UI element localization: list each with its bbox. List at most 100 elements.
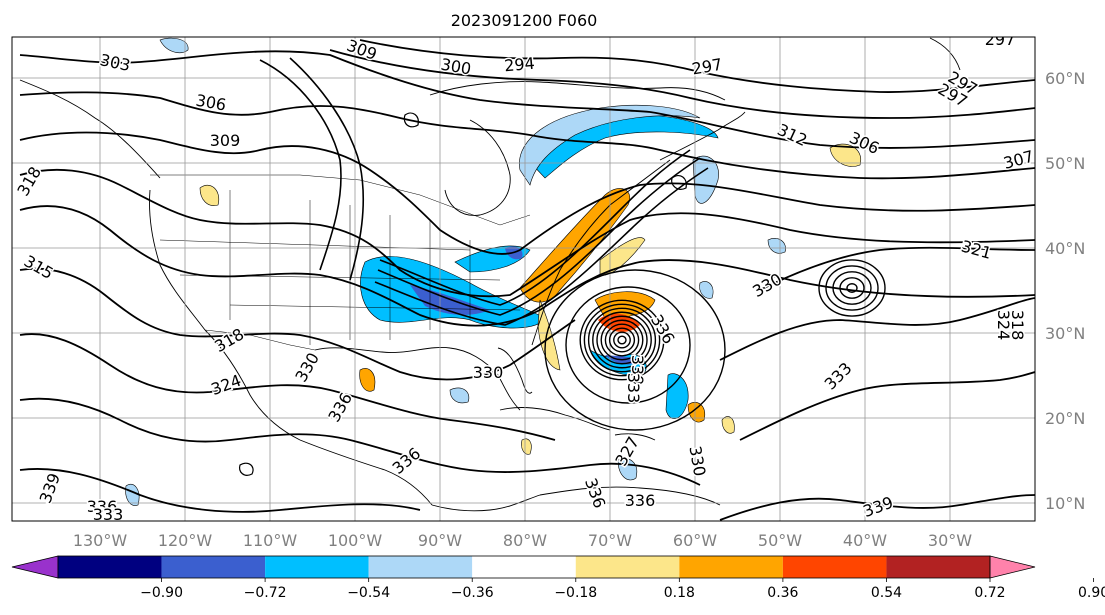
negative-shading-labrador-outer [519, 104, 701, 186]
colorbar-segment [161, 556, 266, 578]
positive-shading-caribbean [687, 401, 706, 423]
colorbar: −0.90 −0.72 −0.54 −0.36 −0.18 0.18 0.36 0.54 0.7… [11, 555, 1105, 601]
colorbar-segment [575, 556, 680, 578]
contour-jet-3 [374, 167, 709, 326]
contour-label: 336 [87, 497, 118, 516]
coastline-hudson-bay [444, 119, 511, 216]
atlantic-low-ring [825, 265, 879, 311]
colorbar-tick-label: −0.90 [140, 585, 183, 601]
colorbar-tick-label: 0.18 [664, 585, 695, 601]
positive-shading-hurricane-core [598, 313, 640, 332]
colorbar-frame [57, 555, 991, 579]
contour-label: 318 [1008, 310, 1027, 341]
latitude-label: 60°N [1045, 69, 1085, 88]
longitude-labels: 130°W 120°W 110°W 100°W 90°W 80°W 70°W 60°W 50°W… [73, 531, 972, 550]
contour-label: 333 [624, 373, 643, 404]
colorbar-tick-label: −0.36 [451, 585, 494, 601]
colorbar-segment [472, 556, 576, 578]
colorbar-tick-label: 0.54 [871, 585, 902, 601]
positive-shading-east-coast-outer [537, 299, 561, 371]
contour-330 [19, 397, 701, 486]
negative-shading-alaska [159, 37, 189, 53]
positive-shading-gulf-2 [521, 438, 532, 455]
coastline-cuba [499, 407, 611, 431]
colorbar-tick-label: −0.54 [347, 585, 390, 601]
contour-327-east [719, 297, 1035, 361]
positive-shading-rockies [199, 184, 220, 206]
contour-333-east [739, 371, 1035, 441]
coastline-baja [204, 329, 301, 441]
colorbar-tick-label: 0.36 [767, 585, 798, 601]
coastline-mexico [299, 439, 433, 506]
contour-label: 300 [439, 55, 472, 79]
longitude-label: 90°W [418, 531, 462, 550]
hurricane-ring [587, 307, 657, 373]
coastline-alaska [19, 79, 161, 179]
contour-label: 336 [625, 491, 656, 510]
positive-shading-central-atlantic [721, 416, 735, 434]
colorbar-segment [886, 556, 990, 578]
contour-label: 294 [503, 54, 535, 76]
contour-jet-2 [377, 157, 701, 316]
contour-324 [19, 333, 556, 441]
contour-336 [19, 468, 421, 513]
contour-closed-small-2 [403, 112, 419, 128]
longitude-label: 50°W [758, 531, 802, 550]
colorbar-tick-label: −0.72 [244, 585, 287, 601]
border-us-canada [150, 174, 531, 226]
hurricane-ring [592, 311, 652, 369]
contour-318 [19, 267, 576, 381]
latitude-label: 20°N [1045, 409, 1085, 428]
positive-shading-gulf [359, 368, 376, 392]
contour-west-trough-2 [289, 57, 365, 281]
contour-closed-small-1 [239, 462, 254, 476]
negative-shading-atlantic-east-2 [767, 238, 786, 254]
colorbar-tick-label: −0.18 [554, 585, 597, 601]
coastline-greenland [929, 37, 961, 71]
latitude-label: 50°N [1045, 154, 1085, 173]
atlantic-low-contour-rings [818, 259, 886, 317]
contour-306 [19, 91, 1035, 180]
contour-label: 297 [985, 30, 1016, 49]
hurricane-ring [596, 315, 648, 365]
longitude-label: 60°W [673, 531, 717, 550]
coastline-labrador [659, 111, 746, 161]
negative-shading-atlantic-east-3 [699, 281, 714, 299]
longitude-label: 100°W [328, 531, 383, 550]
contour-309 [19, 131, 1035, 255]
hurricane-ring [604, 323, 640, 357]
contour-315 [19, 205, 1035, 327]
figure-title: 2023091200 F060 [451, 11, 598, 30]
atlantic-low-ring [839, 277, 865, 299]
colorbar-segment [58, 556, 162, 578]
hurricane-ring [579, 299, 665, 381]
longitude-label: 110°W [243, 531, 298, 550]
colorbar-tick-label: 0.90 [1078, 585, 1105, 601]
latitude-label: 40°N [1045, 239, 1085, 258]
contour-closed-small-3 [671, 175, 687, 190]
hurricane-ring [617, 335, 627, 345]
atlantic-low-ring [818, 259, 886, 317]
coastline-pacific-northwest [149, 189, 206, 331]
coastline-florida [497, 347, 533, 394]
coastline-central-america [431, 494, 541, 512]
colorbar-arrow-low [11, 555, 59, 579]
negative-shading-atlantic [692, 155, 719, 204]
contour-300 [329, 49, 1035, 119]
longitude-label: 130°W [73, 531, 128, 550]
contour-339 [719, 494, 1035, 521]
hurricane-ring [613, 331, 631, 349]
colorbar-segment [679, 556, 783, 578]
contour-label: 324 [994, 310, 1013, 341]
coastline-hispaniola [614, 433, 656, 441]
contour-jet-1 [379, 149, 691, 306]
height-contours [19, 39, 1035, 521]
coastline-gulf [314, 346, 521, 411]
colorbar-arrow-high [989, 555, 1036, 579]
longitude-label: 120°W [158, 531, 213, 550]
colorbar-segment [782, 556, 887, 578]
colorbar-tick-label: 0.72 [974, 585, 1005, 601]
